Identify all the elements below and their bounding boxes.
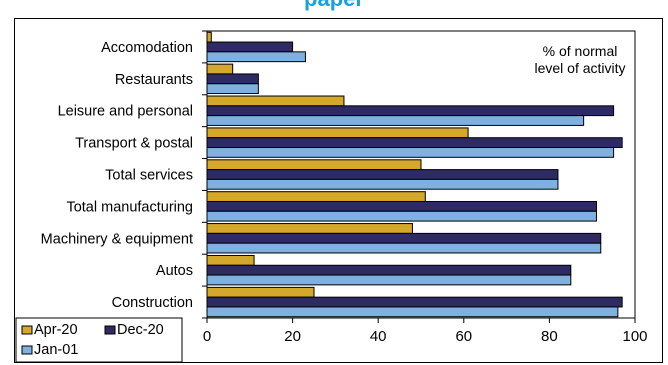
legend-label-apr-20: Apr-20 — [34, 322, 78, 338]
category-label-total-manufacturing: Total manufacturing — [66, 199, 193, 215]
bar-total-manufacturing-apr-20 — [206, 191, 426, 202]
bar-total-services-jan-01 — [206, 178, 559, 190]
annotation-line-2: level of activity — [534, 60, 625, 76]
bar-machinery-equipment-apr-20 — [206, 223, 413, 234]
category-label-construction: Construction — [112, 295, 193, 311]
bar-construction-dec-20 — [206, 296, 623, 308]
category-labels: Accomodation Restaurants Leisure and perso… — [41, 40, 193, 311]
bar-accomodation-dec-20 — [206, 41, 294, 53]
x-tick-label-0: 0 — [203, 328, 211, 345]
category-label-transport-postal: Transport & postal — [75, 136, 193, 152]
x-tick-labels: 0 20 40 60 80 100 — [203, 328, 648, 345]
bar-total-services-dec-20 — [206, 169, 559, 180]
chart-title-partial: paper — [0, 0, 668, 12]
bar-restaurants-apr-20 — [206, 63, 234, 75]
category-label-leisure-and-personal: Leisure and personal — [58, 104, 193, 120]
bar-autos-jan-01 — [206, 274, 572, 286]
legend-swatch-apr-20 — [21, 325, 33, 335]
category-label-total-services: Total services — [105, 168, 193, 184]
annotation-line-1: % of normal — [543, 43, 618, 59]
category-label-machinery-equipment: Machinery & equipment — [41, 231, 193, 247]
x-tick-label-40: 40 — [370, 328, 387, 345]
legend-box — [15, 317, 183, 363]
bar-transport-postal-apr-20 — [206, 127, 469, 139]
bar-machinery-equipment-dec-20 — [206, 232, 602, 244]
bar-total-manufacturing-dec-20 — [206, 200, 597, 212]
axes-layer — [202, 30, 636, 323]
bar-construction-apr-20 — [206, 286, 315, 298]
plot-area-border — [206, 30, 636, 319]
legend-label-dec-20: Dec-20 — [117, 322, 164, 338]
chart-frame — [14, 18, 663, 363]
bar-leisure-and-personal-jan-01 — [206, 115, 585, 126]
bar-total-manufacturing-jan-01 — [206, 210, 597, 222]
bar-machinery-equipment-jan-01 — [206, 242, 602, 254]
chart-legend: Apr-20 Dec-20 Jan-01 — [15, 317, 183, 363]
bar-construction-jan-01 — [206, 306, 619, 318]
bar-leisure-and-personal-apr-20 — [206, 95, 345, 107]
category-label-autos: Autos — [156, 263, 193, 279]
bar-autos-apr-20 — [206, 254, 255, 266]
bar-autos-dec-20 — [206, 264, 572, 276]
x-tick-label-60: 60 — [455, 328, 472, 345]
x-tick-label-20: 20 — [284, 328, 301, 345]
bar-transport-postal-dec-20 — [206, 137, 623, 149]
bar-accomodation-jan-01 — [206, 51, 306, 63]
bar-restaurants-jan-01 — [206, 83, 259, 95]
x-tick-label-100: 100 — [622, 328, 647, 345]
category-label-accomodation: Accomodation — [101, 40, 193, 56]
bar-restaurants-dec-20 — [206, 73, 259, 85]
x-tick-label-80: 80 — [541, 328, 558, 345]
bar-accomodation-apr-20 — [206, 31, 212, 43]
legend-swatch-dec-20 — [104, 325, 116, 335]
bar-transport-postal-jan-01 — [206, 147, 615, 158]
category-label-restaurants: Restaurants — [115, 72, 193, 88]
legend-swatch-jan-01 — [21, 345, 33, 355]
legend-label-jan-01: Jan-01 — [34, 342, 78, 358]
bar-total-services-apr-20 — [206, 159, 422, 171]
bar-leisure-and-personal-dec-20 — [206, 105, 615, 117]
